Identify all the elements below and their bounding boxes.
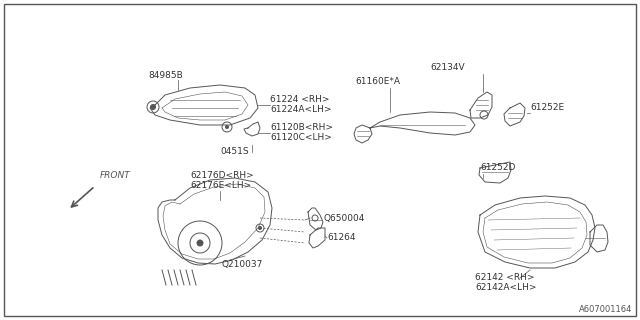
Text: 84985B: 84985B [148, 70, 183, 79]
Text: 62142 <RH>: 62142 <RH> [475, 274, 534, 283]
Text: 61252D: 61252D [480, 164, 515, 172]
Text: Q650004: Q650004 [323, 213, 364, 222]
Text: 61264: 61264 [327, 234, 355, 243]
Text: Q210037: Q210037 [222, 260, 264, 269]
Text: A607001164: A607001164 [579, 305, 632, 314]
Text: 62176D<RH>: 62176D<RH> [190, 171, 253, 180]
Text: 62176E<LH>: 62176E<LH> [190, 180, 252, 189]
Text: 61224A<LH>: 61224A<LH> [270, 106, 332, 115]
Text: FRONT: FRONT [100, 171, 131, 180]
Text: 61224 <RH>: 61224 <RH> [270, 95, 330, 105]
Circle shape [259, 227, 262, 229]
Circle shape [150, 105, 156, 109]
Circle shape [225, 125, 228, 129]
Text: 62142A<LH>: 62142A<LH> [475, 284, 536, 292]
Text: 62134V: 62134V [430, 63, 465, 73]
Text: 61120B<RH>: 61120B<RH> [270, 124, 333, 132]
Text: 0451S: 0451S [220, 148, 248, 156]
Text: 61120C<LH>: 61120C<LH> [270, 133, 332, 142]
Text: 61252E: 61252E [530, 103, 564, 113]
Text: 61160E*A: 61160E*A [355, 77, 400, 86]
Circle shape [197, 240, 203, 246]
